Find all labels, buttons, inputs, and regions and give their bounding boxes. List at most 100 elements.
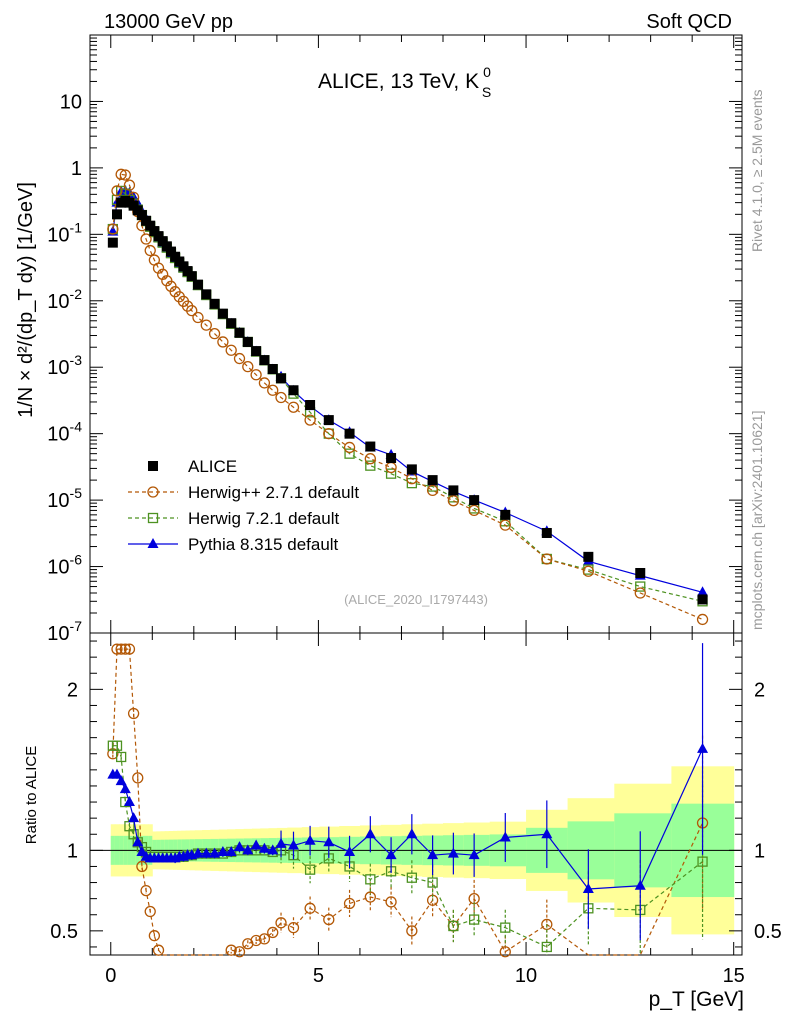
data-point-alice: [209, 298, 220, 309]
ratio-series: [107, 643, 709, 958]
y-tick-label: 10-5: [47, 485, 82, 512]
ratio-point-pythia-8-315-default: [344, 845, 356, 856]
ratio-point-herwig-7-2-1-default: [468, 914, 480, 925]
data-point-herwig-2-7-1-default: [115, 168, 127, 180]
y-tick-label: 10-6: [47, 552, 82, 579]
data-point-alice: [276, 373, 287, 384]
data-point-herwig-2-7-1-default: [267, 384, 279, 396]
data-point-herwig-2-7-1-default: [217, 336, 229, 348]
data-point-alice: [267, 364, 278, 375]
y-tick-label-base: 10: [47, 224, 69, 246]
ratio-point-pythia-8-315-default: [200, 847, 212, 858]
data-point-herwig-2-7-1-default: [119, 169, 131, 181]
data-point-herwig-2-7-1-default: [364, 453, 376, 465]
data-point-herwig-2-7-1-default: [192, 311, 204, 324]
data-point-alice: [469, 495, 480, 506]
ratio-point-pythia-8-315-default: [111, 768, 123, 779]
data-point-herwig-2-7-1-default: [541, 553, 553, 565]
data-point-herwig-2-7-1-default: [225, 344, 237, 356]
main-series: [107, 168, 709, 626]
data-point-herwig-2-7-1-default: [275, 391, 287, 404]
data-point-alice: [288, 385, 299, 396]
data-point-alice: [226, 318, 237, 329]
ratio-point-pythia-8-315-default: [242, 844, 254, 855]
x-tick-label: 5: [313, 965, 324, 987]
ratio-point-pythia-8-315-default: [119, 783, 131, 794]
data-point-herwig-7-2-1-default: [635, 581, 646, 592]
data-point-herwig-2-7-1-default: [258, 377, 271, 389]
ratio-point-herwig-7-2-1-default: [541, 941, 552, 953]
y-tick-label-base: 10: [47, 557, 69, 579]
data-point-alice: [386, 453, 397, 464]
ratio-point-pythia-8-315-default: [132, 836, 144, 847]
ratio-point-pythia-8-315-default: [304, 834, 316, 845]
ratio-point-herwig-2-7-1-default: [152, 944, 165, 956]
ratio-point-pythia-8-315-default: [499, 831, 511, 842]
data-point-alice: [192, 279, 203, 290]
y-tick-label-base: 10: [47, 291, 69, 313]
ratio-point-pythia-8-315-default: [234, 841, 246, 852]
ratio-y-tick-label: 1: [67, 840, 78, 862]
legend-marker-pythia-8-315-default: [147, 538, 159, 548]
plot-title-sub: S: [482, 84, 491, 100]
y-tick-label-exponent: -7: [70, 618, 83, 634]
ratio-point-herwig-2-7-1-default: [233, 946, 246, 958]
ratio-point-herwig-2-7-1-default: [132, 772, 144, 784]
y-tick-label-exponent: -3: [70, 352, 83, 368]
data-point-herwig-2-7-1-default: [107, 223, 119, 235]
plot-title-sup: 0: [483, 64, 491, 80]
y-tick-label: 10-3: [47, 352, 82, 379]
data-point-alice: [406, 464, 417, 475]
ratio-point-herwig-2-7-1-default: [287, 921, 300, 934]
data-point-alice: [259, 355, 270, 366]
ratio-point-herwig-2-7-1-default: [258, 933, 271, 945]
ratio-point-herwig-2-7-1-default: [250, 934, 262, 947]
header-left: 13000 GeV pp: [104, 11, 233, 33]
ratio-point-pythia-8-315-default: [427, 849, 439, 860]
ratio-point-herwig-2-7-1-default: [225, 944, 237, 956]
ratio-point-herwig-2-7-1-default: [111, 643, 123, 655]
data-point-alice: [234, 327, 245, 338]
y-tick-label-base: 10: [47, 623, 69, 645]
ratio-point-pythia-8-315-default: [192, 847, 204, 858]
ratio-point-pythia-8-315-default: [128, 812, 140, 823]
data-point-herwig-2-7-1-default: [304, 414, 316, 426]
data-point-herwig-2-7-1-default: [426, 484, 439, 497]
data-point-herwig-2-7-1-default: [323, 428, 335, 440]
ratio-point-herwig-2-7-1-default: [406, 925, 418, 937]
data-point-alice: [107, 237, 118, 248]
x-tick-label: 10: [515, 965, 537, 987]
ratio-point-herwig-2-7-1-default: [136, 860, 148, 873]
ratio-point-pythia-8-315-default: [447, 847, 459, 858]
data-point-alice: [344, 428, 355, 439]
ratio-point-herwig-7-2-1-default: [304, 864, 316, 875]
y-tick-label-exponent: -5: [70, 485, 83, 501]
data-point-herwig-2-7-1-default: [287, 401, 300, 413]
side-label-mcplots: mcplots.cern.ch [arXiv:2401.10621]: [749, 411, 765, 630]
data-point-alice: [500, 509, 511, 520]
legend-marker-alice: [148, 461, 158, 471]
ratio-point-herwig-2-7-1-default: [364, 891, 376, 903]
data-point-herwig-2-7-1-default: [343, 441, 356, 454]
data-point-herwig-2-7-1-default: [242, 361, 254, 373]
ratio-point-pythia-8-315-default: [275, 837, 287, 848]
data-point-alice: [541, 527, 552, 538]
ratio-point-herwig-2-7-1-default: [275, 917, 287, 929]
y-tick-label: 10-7: [47, 618, 82, 645]
ratio-point-pythia-8-315-default: [209, 847, 221, 858]
data-point-herwig-2-7-1-default: [144, 244, 156, 257]
ratio-point-herwig-2-7-1-default: [119, 643, 131, 655]
ratio-point-pythia-8-315-default: [287, 839, 299, 850]
data-point-herwig-2-7-1-default: [111, 185, 123, 197]
data-point-alice: [153, 231, 164, 242]
series-line-herwig-2-7-1-default: [112, 173, 703, 620]
y-tick-label-base: 10: [47, 424, 69, 446]
data-point-herwig-2-7-1-default: [582, 565, 594, 577]
data-point-herwig-2-7-1-default: [140, 233, 152, 245]
ratio-point-herwig-2-7-1-default: [123, 643, 136, 655]
y-tick-label-base: 10: [47, 357, 69, 379]
legend-marker-herwig-7-2-1-default: [147, 512, 159, 524]
ratio-point-pythia-8-315-default: [541, 828, 553, 839]
